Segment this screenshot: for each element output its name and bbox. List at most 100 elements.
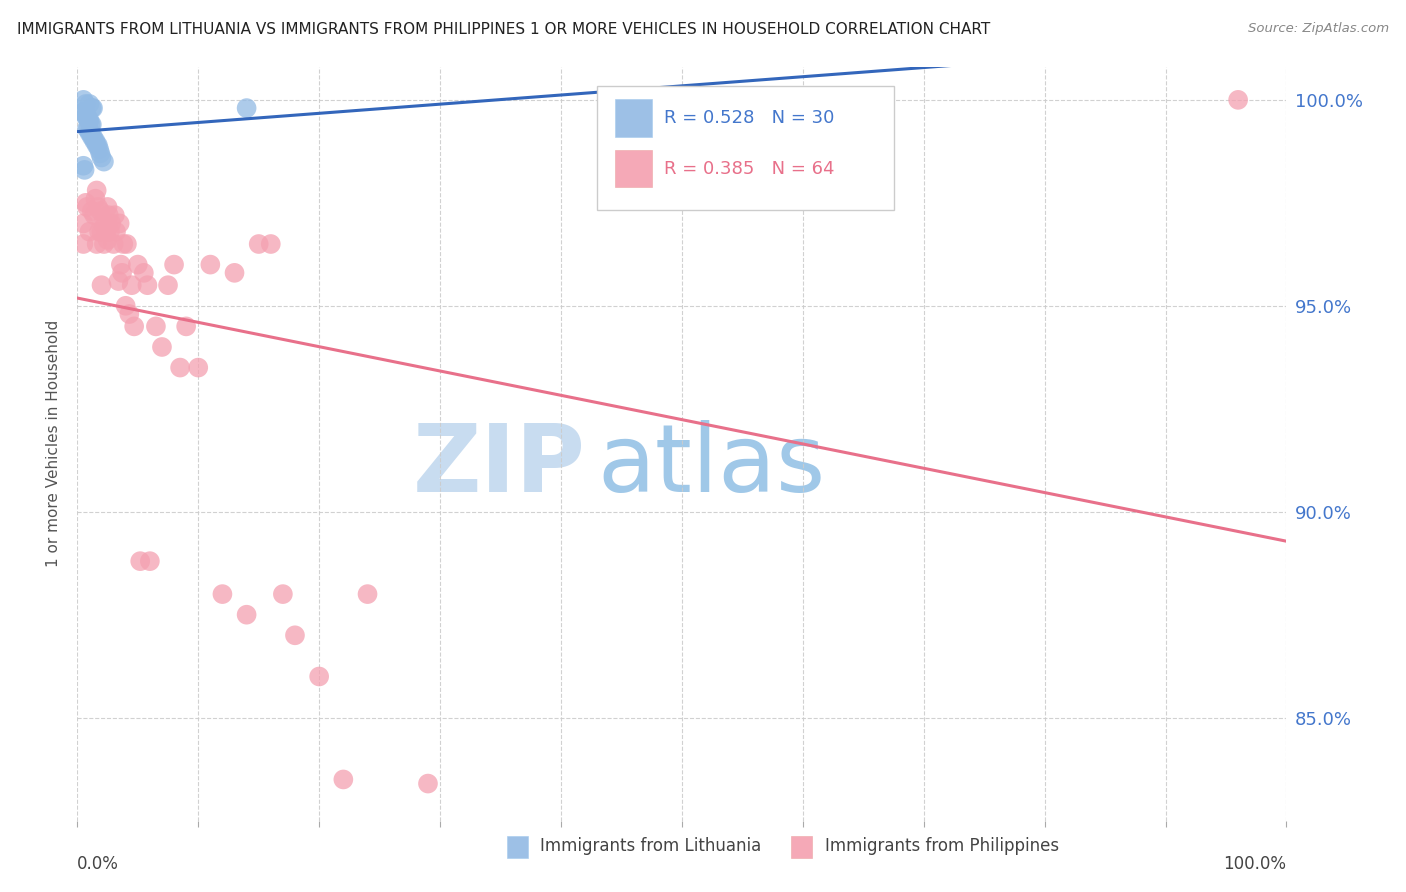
Point [79,118,101,132]
Point [89,204,111,219]
Point [132,266,155,280]
Point [139,554,162,568]
Point [356,587,378,601]
Bar [616,150,652,187]
Point [83,134,105,148]
Point [76,109,98,123]
Point [72,237,94,252]
Point [87,142,110,156]
Bar [790,836,813,858]
Point [79,126,101,140]
Point [93,237,115,252]
Point [80,101,103,115]
Point [96,225,118,239]
Point [416,776,439,790]
Point [169,360,191,375]
Point [108,216,131,230]
Point [76,121,98,136]
Text: Source: ZipAtlas.com: Source: ZipAtlas.com [1249,22,1389,36]
Point [82,129,104,144]
Point [129,554,152,568]
Point [284,628,307,642]
Text: IMMIGRANTS FROM LITHUANIA VS IMMIGRANTS FROM PHILIPPINES 1 OR MORE VEHICLES IN H: IMMIGRANTS FROM LITHUANIA VS IMMIGRANTS … [17,22,990,37]
Point [96,200,118,214]
Point [235,101,257,115]
Point [107,274,129,288]
Point [72,216,94,230]
Bar [506,836,529,858]
Point [79,113,101,128]
Point [157,278,180,293]
Point [87,138,110,153]
Point [100,216,122,230]
Point [80,204,103,219]
Point [82,101,104,115]
Point [114,299,136,313]
Point [89,146,111,161]
Point [73,105,96,120]
Point [77,113,100,128]
Point [77,121,100,136]
Point [211,587,233,601]
Point [121,278,143,293]
Point [75,109,97,123]
Point [87,225,110,239]
Text: 100.0%: 100.0% [1223,855,1286,872]
Point [98,225,121,239]
Point [136,278,159,293]
Point [332,772,354,787]
Point [247,237,270,252]
Point [86,237,108,252]
Point [441,834,464,848]
Point [79,225,101,239]
Text: R = 0.528   N = 30: R = 0.528 N = 30 [664,109,834,128]
Point [79,126,101,140]
Point [271,587,294,601]
Point [97,208,120,222]
Point [80,129,103,144]
Point [105,225,128,239]
Point [122,319,145,334]
Point [145,319,167,334]
Point [75,97,97,112]
Text: atlas: atlas [598,420,825,512]
Point [118,307,141,321]
Point [111,266,134,280]
Point [127,258,149,272]
Point [200,258,222,272]
Point [96,233,118,247]
Point [308,669,330,683]
Point [72,93,94,107]
Point [90,225,112,239]
Point [83,208,105,222]
Point [112,237,135,252]
FancyBboxPatch shape [598,86,894,211]
Point [84,192,107,206]
Point [104,208,127,222]
Point [75,195,97,210]
Point [86,184,108,198]
Point [187,360,209,375]
Point [87,200,110,214]
Point [174,319,197,334]
Point [103,237,125,252]
Point [260,237,283,252]
Point [235,607,257,622]
Point [828,175,851,189]
Point [224,266,246,280]
Text: Immigrants from Philippines: Immigrants from Philippines [824,837,1059,855]
Text: ZIP: ZIP [412,420,585,512]
Point [150,340,173,354]
Point [93,154,115,169]
Text: R = 0.385   N = 64: R = 0.385 N = 64 [664,160,834,178]
Point [86,138,108,153]
Point [90,151,112,165]
Point [115,237,138,252]
Point [163,258,186,272]
Bar [616,99,652,137]
Point [72,159,94,173]
Point [72,105,94,120]
Point [90,278,112,293]
Point [80,118,103,132]
Point [94,216,117,230]
